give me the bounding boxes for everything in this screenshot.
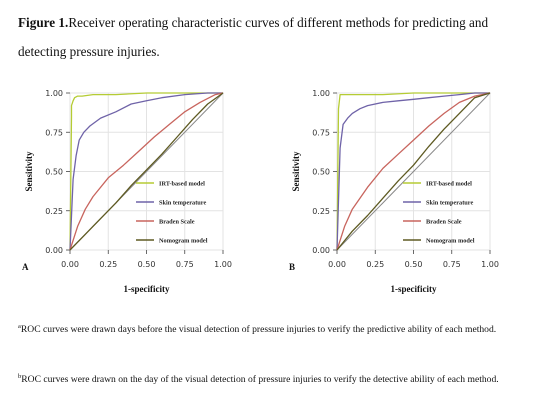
- y-tick-label: 0.25: [45, 207, 63, 216]
- roc-chart-b: 0.00 0.25 0.50 0.75 1.00 0.00 0.25 0.50 0.75 1.00…: [289, 89, 499, 294]
- panel-label: B: [289, 262, 295, 272]
- footnote-a-mark: a: [18, 323, 21, 330]
- legend-label-braden: Braden Scale: [159, 219, 195, 226]
- y-tick-label: 0.00: [312, 246, 330, 255]
- series-line-skin: [69, 92, 223, 251]
- legend-label-braden: Braden Scale: [426, 219, 462, 226]
- legend-label-irt: IRT-based model: [426, 181, 472, 188]
- series-line-nomogram: [69, 92, 224, 251]
- series-line-skin: [336, 92, 490, 251]
- x-tick-label: 0.00: [61, 260, 79, 269]
- legend-label-skin: Skin temperature: [426, 200, 473, 207]
- series-line-irt: [69, 92, 223, 251]
- x-tick-label: 0.75: [176, 260, 194, 269]
- y-tick-label: 0.50: [45, 168, 63, 177]
- x-tick-label: 1.00: [481, 260, 499, 269]
- y-tick-label: 1.00: [312, 89, 330, 98]
- series-line-braden: [69, 92, 224, 251]
- y-tick-label: 0.50: [312, 168, 330, 177]
- roc-panel-a: 0.00 0.25 0.50 0.75 1.00 0.00 0.25 0.50 0.75 1.00…: [18, 83, 253, 308]
- figure-caption-text: Receiver operating characteristic curves…: [18, 15, 489, 59]
- x-tick-label: 0.75: [443, 260, 461, 269]
- figure-label: Figure 1.: [18, 15, 69, 30]
- legend-label-skin: Skin temperature: [159, 200, 206, 207]
- y-axis-label: Sensitivity: [24, 151, 34, 192]
- legend-label-nomogram: Nomogram model: [159, 238, 208, 245]
- y-tick-label: 0.75: [45, 128, 63, 137]
- series-line-irt: [336, 92, 490, 251]
- legend-label-irt: IRT-based model: [159, 181, 205, 188]
- x-axis-label: 1-specificity: [391, 284, 437, 294]
- roc-panel-b: 0.00 0.25 0.50 0.75 1.00 0.00 0.25 0.50 0.75 1.00…: [285, 83, 520, 308]
- footnote-a: aROC curves were drawn days before the v…: [18, 320, 523, 336]
- reference-diagonal: [336, 92, 491, 251]
- x-tick-label: 0.25: [366, 260, 384, 269]
- y-tick-label: 0.75: [312, 128, 330, 137]
- x-tick-label: 0.50: [405, 260, 423, 269]
- legend-label-nomogram: Nomogram model: [426, 238, 475, 245]
- x-tick-label: 1.00: [214, 260, 232, 269]
- y-tick-label: 0.25: [312, 207, 330, 216]
- x-tick-label: 0.00: [328, 260, 346, 269]
- panel-label: A: [22, 262, 29, 272]
- y-tick-label: 0.00: [45, 246, 63, 255]
- x-axis-label: 1-specificity: [124, 284, 170, 294]
- footnote-b: bROC curves were drawn on the day of the…: [18, 370, 523, 386]
- footnote-a-text: ROC curves were drawn days before the vi…: [20, 324, 497, 335]
- x-tick-label: 0.25: [99, 260, 117, 269]
- figure-caption: Figure 1.Receiver operating characterist…: [18, 8, 523, 66]
- series-line-braden: [336, 92, 491, 251]
- x-tick-label: 0.50: [138, 260, 156, 269]
- series-line-nomogram: [336, 92, 491, 251]
- y-axis-label: Sensitivity: [291, 151, 301, 192]
- footnote-b-mark: b: [18, 373, 22, 380]
- y-tick-label: 1.00: [45, 89, 63, 98]
- footnote-b-text: ROC curves were drawn on the day of the …: [21, 374, 499, 385]
- roc-chart-a: 0.00 0.25 0.50 0.75 1.00 0.00 0.25 0.50 0.75 1.00…: [22, 89, 232, 294]
